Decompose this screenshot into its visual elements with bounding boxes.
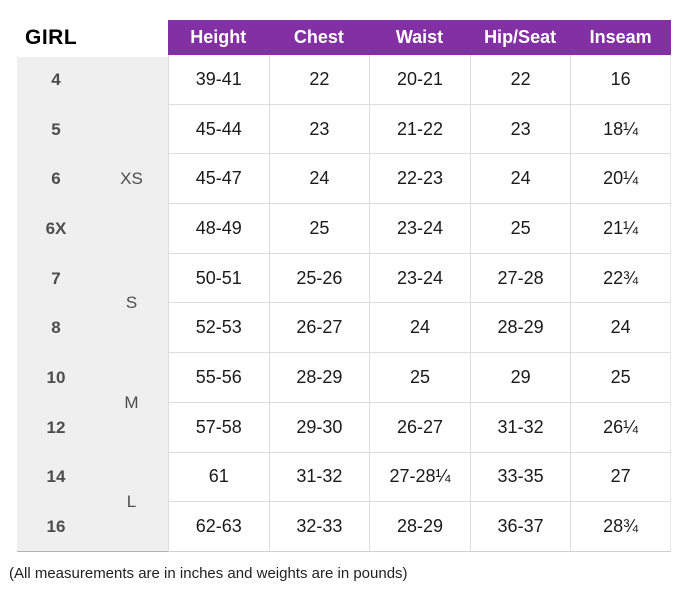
table-cell-inseam: 24 bbox=[570, 303, 671, 354]
table-cell-chest: 32-33 bbox=[268, 502, 370, 552]
table-cell-waist: 24 bbox=[369, 303, 470, 354]
table-cell-chest: 28-29 bbox=[268, 353, 370, 403]
size-group-label: L bbox=[95, 452, 168, 552]
table-cell-chest: 23 bbox=[268, 104, 370, 155]
size-cell: 10 bbox=[17, 353, 95, 403]
table-cell-height: 57-58 bbox=[168, 402, 269, 453]
table-cell-inseam: 22¾ bbox=[570, 253, 671, 304]
table-cell-height: 52-53 bbox=[168, 303, 269, 354]
table-cell-waist: 25 bbox=[369, 353, 470, 403]
table-cell-inseam: 21¼ bbox=[570, 204, 671, 254]
size-group-label: S bbox=[95, 253, 168, 354]
size-cell: 5 bbox=[17, 104, 95, 155]
table-cell-inseam: 16 bbox=[570, 55, 671, 105]
table-cell-waist: 28-29 bbox=[369, 502, 470, 552]
size-cell: 6 bbox=[17, 154, 95, 205]
table-cell-height: 45-44 bbox=[168, 104, 269, 155]
size-cell: 12 bbox=[17, 402, 95, 453]
table-cell-hip_seat: 25 bbox=[469, 204, 571, 254]
table-cell-hip_seat: 23 bbox=[469, 104, 571, 155]
table-cell-waist: 22-23 bbox=[369, 154, 470, 205]
size-cell: 7 bbox=[17, 253, 95, 304]
table-cell-chest: 25-26 bbox=[268, 253, 370, 304]
table-cell-inseam: 27 bbox=[570, 452, 671, 503]
table-cell-inseam: 18¼ bbox=[570, 104, 671, 155]
table-cell-waist: 27-28¼ bbox=[369, 452, 470, 503]
column-header-hip-seat: Hip/Seat bbox=[469, 20, 571, 55]
size-group-label bbox=[95, 55, 168, 105]
size-cell: 6X bbox=[17, 204, 95, 254]
table-cell-height: 48-49 bbox=[168, 204, 269, 254]
table-cell-hip_seat: 36-37 bbox=[469, 502, 571, 552]
column-header-chest: Chest bbox=[268, 20, 370, 55]
table-cell-inseam: 26¼ bbox=[570, 402, 671, 453]
table-cell-chest: 26-27 bbox=[268, 303, 370, 354]
table-cell-hip_seat: 22 bbox=[469, 55, 571, 105]
column-header-height: Height bbox=[168, 20, 269, 55]
table-cell-height: 50-51 bbox=[168, 253, 269, 304]
table-cell-waist: 23-24 bbox=[369, 253, 470, 304]
table-cell-hip_seat: 24 bbox=[469, 154, 571, 205]
table-cell-hip_seat: 29 bbox=[469, 353, 571, 403]
column-header-waist: Waist bbox=[369, 20, 470, 55]
size-cell: 8 bbox=[17, 303, 95, 354]
table-cell-chest: 24 bbox=[268, 154, 370, 205]
table-cell-waist: 26-27 bbox=[369, 402, 470, 453]
table-cell-hip_seat: 33-35 bbox=[469, 452, 571, 503]
table-cell-height: 45-47 bbox=[168, 154, 269, 205]
table-cell-inseam: 20¼ bbox=[570, 154, 671, 205]
table-cell-hip_seat: 31-32 bbox=[469, 402, 571, 453]
table-cell-height: 62-63 bbox=[168, 502, 269, 552]
table-cell-height: 61 bbox=[168, 452, 269, 503]
table-cell-height: 55-56 bbox=[168, 353, 269, 403]
size-cell: 14 bbox=[17, 452, 95, 503]
table-cell-waist: 23-24 bbox=[369, 204, 470, 254]
table-cell-waist: 21-22 bbox=[369, 104, 470, 155]
size-group-label: M bbox=[95, 353, 168, 453]
table-cell-hip_seat: 27-28 bbox=[469, 253, 571, 304]
table-cell-chest: 25 bbox=[268, 204, 370, 254]
table-cell-inseam: 28¾ bbox=[570, 502, 671, 552]
size-cell: 4 bbox=[17, 55, 95, 105]
table-cell-chest: 31-32 bbox=[268, 452, 370, 503]
size-group-label: XS bbox=[95, 104, 168, 254]
size-cell: 16 bbox=[17, 502, 95, 552]
table-cell-waist: 20-21 bbox=[369, 55, 470, 105]
page-title: GIRL bbox=[17, 20, 168, 55]
table-cell-height: 39-41 bbox=[168, 55, 269, 105]
table-cell-inseam: 25 bbox=[570, 353, 671, 403]
table-cell-chest: 22 bbox=[268, 55, 370, 105]
girl-size-chart-table: GIRL Height Chest Waist Hip/Seat Inseam … bbox=[17, 20, 671, 552]
table-cell-hip_seat: 28-29 bbox=[469, 303, 571, 354]
column-header-inseam: Inseam bbox=[570, 20, 671, 55]
measurement-footnote: (All measurements are in inches and weig… bbox=[9, 565, 408, 582]
table-cell-chest: 29-30 bbox=[268, 402, 370, 453]
